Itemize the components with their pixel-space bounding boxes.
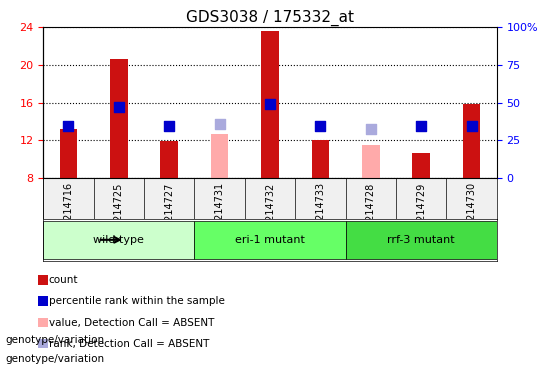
Bar bbox=[362, 145, 380, 178]
Text: genotype/variation: genotype/variation bbox=[5, 354, 105, 364]
FancyBboxPatch shape bbox=[43, 221, 194, 259]
Text: percentile rank within the sample: percentile rank within the sample bbox=[49, 296, 225, 306]
Point bbox=[64, 123, 73, 129]
Bar bbox=[413, 153, 430, 178]
Text: GSM214725: GSM214725 bbox=[114, 182, 124, 242]
Text: value, Detection Call = ABSENT: value, Detection Call = ABSENT bbox=[49, 318, 214, 328]
Point bbox=[467, 123, 476, 129]
Text: genotype/variation: genotype/variation bbox=[5, 335, 105, 345]
FancyBboxPatch shape bbox=[346, 221, 497, 259]
Point bbox=[215, 121, 224, 127]
Point bbox=[316, 123, 325, 129]
Title: GDS3038 / 175332_at: GDS3038 / 175332_at bbox=[186, 9, 354, 25]
FancyBboxPatch shape bbox=[194, 221, 346, 259]
Point bbox=[114, 104, 123, 110]
Text: wild type: wild type bbox=[93, 235, 144, 245]
Bar bbox=[261, 31, 279, 178]
Text: rrf-3 mutant: rrf-3 mutant bbox=[387, 235, 455, 245]
Text: rank, Detection Call = ABSENT: rank, Detection Call = ABSENT bbox=[49, 339, 209, 349]
Bar bbox=[463, 104, 481, 178]
Point bbox=[367, 126, 375, 132]
Point bbox=[165, 123, 173, 129]
Text: GSM214727: GSM214727 bbox=[164, 182, 174, 242]
Text: count: count bbox=[49, 275, 78, 285]
Point bbox=[417, 123, 426, 129]
Text: GSM214733: GSM214733 bbox=[315, 182, 326, 242]
Text: GSM214731: GSM214731 bbox=[214, 182, 225, 242]
Bar bbox=[160, 141, 178, 178]
Text: GSM214716: GSM214716 bbox=[63, 182, 73, 242]
Text: GSM214732: GSM214732 bbox=[265, 182, 275, 242]
Point bbox=[266, 101, 274, 108]
Text: GSM214729: GSM214729 bbox=[416, 182, 426, 242]
Text: GSM214730: GSM214730 bbox=[467, 182, 477, 242]
Bar bbox=[59, 129, 77, 178]
Bar bbox=[312, 139, 329, 178]
Text: GSM214728: GSM214728 bbox=[366, 182, 376, 242]
Bar bbox=[211, 134, 228, 178]
Text: eri-1 mutant: eri-1 mutant bbox=[235, 235, 305, 245]
Bar bbox=[110, 59, 127, 178]
